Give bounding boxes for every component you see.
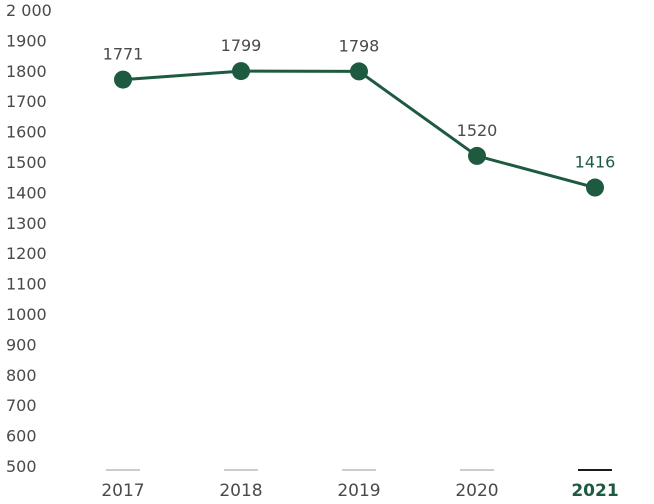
- data-label: 1799: [221, 36, 262, 55]
- data-label: 1520: [457, 121, 498, 140]
- data-label: 1798: [339, 36, 380, 55]
- x-tick-label: 2017: [101, 481, 144, 501]
- data-point: [232, 62, 250, 81]
- y-axis: 2 000 1900 1800 1700 1600 1500 1400 1300 1200 110…: [6, 1, 52, 476]
- y-tick-label: 1200: [6, 244, 47, 263]
- y-tick-label: 900: [6, 335, 37, 354]
- x-tick-label: 2020: [455, 481, 498, 501]
- series-line: [121, 69, 597, 190]
- data-label: 1771: [103, 45, 144, 64]
- data-point: [114, 70, 132, 89]
- y-tick-label: 1900: [6, 31, 47, 50]
- y-tick-label: 500: [6, 457, 37, 476]
- y-tick-label: 1100: [6, 275, 47, 294]
- y-tick-label: 2 000: [6, 1, 52, 20]
- y-tick-label: 1600: [6, 123, 47, 142]
- y-tick-label: 800: [6, 366, 37, 385]
- data-point: [468, 146, 486, 165]
- y-tick-label: 1500: [6, 153, 47, 172]
- x-tick-label: 2021: [571, 481, 618, 501]
- x-tick-label: 2019: [337, 481, 380, 501]
- y-tick-label: 600: [6, 427, 37, 446]
- data-point: [586, 178, 604, 197]
- y-tick-label: 700: [6, 396, 37, 415]
- y-tick-label: 1300: [6, 214, 47, 233]
- data-label: 1416: [575, 153, 616, 172]
- data-points: [114, 62, 604, 197]
- data-point: [350, 62, 368, 81]
- x-axis: 2017 2018 2019 2020 2021: [101, 469, 619, 501]
- data-labels: 1771 1799 1798 1520 1416: [103, 36, 616, 171]
- x-tick-label: 2018: [219, 481, 262, 501]
- y-tick-label: 1700: [6, 92, 47, 111]
- y-tick-label: 1800: [6, 62, 47, 81]
- y-tick-label: 1400: [6, 183, 47, 202]
- y-tick-label: 1000: [6, 305, 47, 324]
